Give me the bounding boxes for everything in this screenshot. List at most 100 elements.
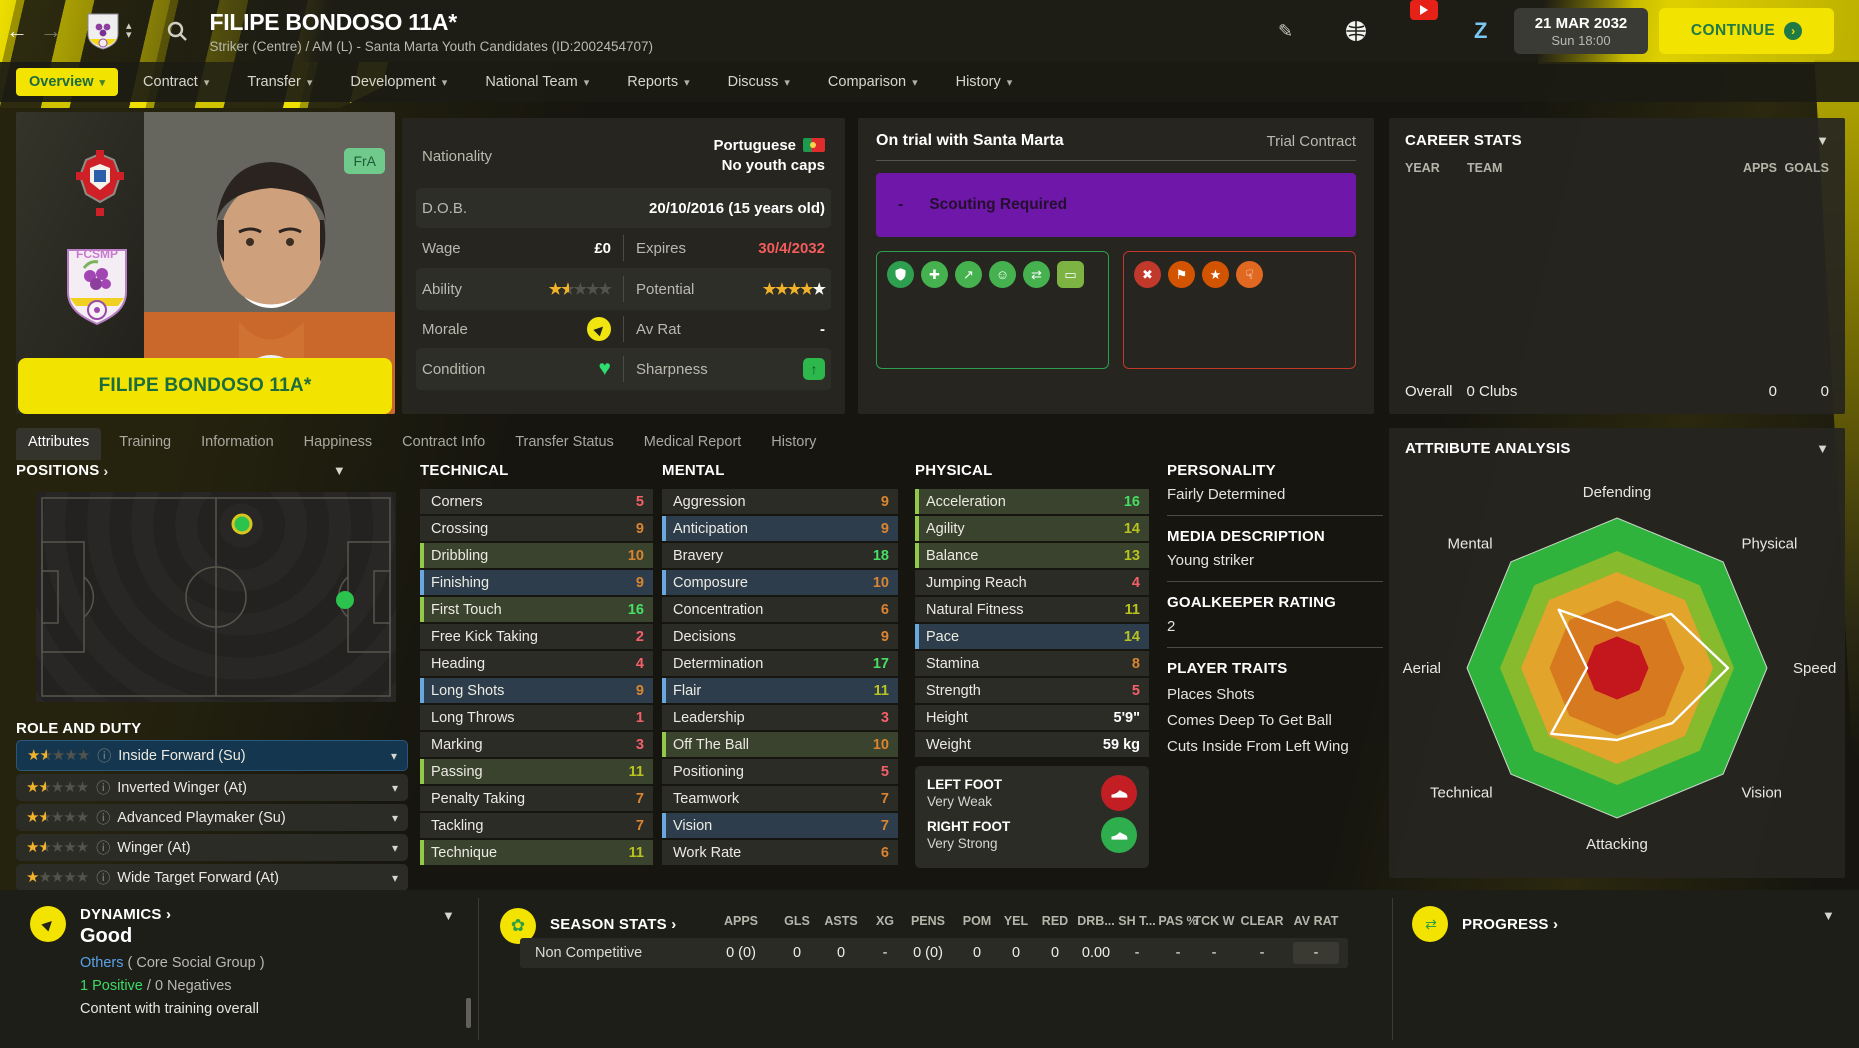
attr-column-title: PHYSICAL bbox=[915, 462, 993, 479]
attribute-row: Marking 3 bbox=[420, 732, 653, 757]
attribute-name: Long Shots bbox=[431, 682, 505, 699]
info-icon[interactable]: ⓘ bbox=[96, 809, 111, 826]
player-stepper[interactable]: ▴ ▾ bbox=[126, 20, 132, 41]
star-icon: ★ bbox=[38, 869, 52, 886]
attribute-name: Jumping Reach bbox=[926, 574, 1027, 591]
search-icon[interactable] bbox=[166, 20, 188, 42]
profile-column: PERSONALITY Fairly Determined MEDIA DESC… bbox=[1167, 462, 1383, 764]
role-row[interactable]: ★★★★★ ⓘ Wide Target Forward (At) ▾ bbox=[16, 864, 408, 891]
attribute-radar-chart: Defending Physical Speed Vision Attacking Tec… bbox=[1403, 484, 1837, 853]
world-icon[interactable] bbox=[1344, 0, 1368, 62]
info-icon[interactable]: ⓘ bbox=[96, 839, 111, 856]
scouting-required-banner[interactable]: - Scouting Required bbox=[876, 173, 1356, 237]
left-foot-boot-icon bbox=[1101, 775, 1137, 811]
continue-label: CONTINUE bbox=[1690, 22, 1776, 39]
season-value: 0.00 bbox=[1081, 945, 1111, 961]
sub-tab-training[interactable]: Training bbox=[119, 434, 172, 450]
season-col-clear: CLEAR bbox=[1240, 914, 1284, 928]
col-year: YEAR bbox=[1405, 161, 1440, 175]
club-badge-icon[interactable] bbox=[86, 12, 120, 50]
role-row[interactable]: ★★ ★ ★★★ ⓘ Inverted Winger (At) ▾ bbox=[16, 774, 408, 801]
game-date[interactable]: 21 MAR 2032 Sun 18:00 bbox=[1514, 8, 1648, 54]
chevron-down-icon[interactable]: ▼ bbox=[332, 463, 346, 478]
sub-tab-happiness[interactable]: Happiness bbox=[303, 434, 373, 450]
sub-tab-information[interactable]: Information bbox=[201, 434, 274, 450]
attribute-name: Free Kick Taking bbox=[431, 628, 538, 645]
season-stats-title[interactable]: SEASON STATS › bbox=[550, 916, 677, 933]
attribute-value: 16 bbox=[1123, 493, 1140, 510]
attribute-value: 14 bbox=[1123, 628, 1140, 645]
positions-header[interactable]: POSITIONS › ▼ bbox=[16, 462, 346, 479]
player-name-text: FILIPE BONDOSO 11A* bbox=[98, 375, 312, 396]
attribute-name: Teamwork bbox=[673, 790, 740, 807]
chevron-down-icon[interactable]: ▾ bbox=[391, 810, 398, 825]
info-icon[interactable]: ⓘ bbox=[96, 779, 111, 796]
sub-tab-contract-info[interactable]: Contract Info bbox=[402, 434, 486, 450]
career-overall-row: Overall 0 Clubs 0 0 bbox=[1405, 383, 1829, 400]
sub-tab-transfer-status[interactable]: Transfer Status bbox=[515, 434, 614, 450]
average-rating-label: Av Rat bbox=[636, 320, 681, 338]
role-row[interactable]: ★★ ★ ★★★ ⓘ Winger (At) ▾ bbox=[16, 834, 408, 861]
dynamics-title[interactable]: DYNAMICS › bbox=[80, 906, 172, 923]
nationality-label: Nationality bbox=[422, 147, 493, 165]
social-group-link[interactable]: Others bbox=[80, 955, 124, 971]
attribute-value: 3 bbox=[635, 736, 644, 753]
role-duty-list: ★★ ★ ★★★ ⓘ Inside Forward (Su) ▾ ★★ ★ ★★★ ⓘ Invert… bbox=[16, 740, 408, 894]
role-row[interactable]: ★★ ★ ★★★ ⓘ Advanced Playmaker (Su) ▾ bbox=[16, 804, 408, 831]
nav-tab-transfer[interactable]: Transfer ▾ bbox=[234, 68, 325, 96]
chevron-down-icon[interactable]: ▼ bbox=[1816, 441, 1829, 456]
star-icon: ★ bbox=[63, 839, 77, 856]
chevron-down-icon[interactable]: ▾ bbox=[391, 840, 398, 855]
dob-label: D.O.B. bbox=[422, 199, 468, 217]
scrollbar-thumb[interactable] bbox=[466, 998, 471, 1028]
chevron-down-icon[interactable]: ▾ bbox=[391, 870, 398, 885]
role-label: Wide Target Forward (At) bbox=[117, 869, 279, 886]
star-icon: ★ ★ bbox=[38, 809, 52, 826]
role-row[interactable]: ★★ ★ ★★★ ⓘ Inside Forward (Su) ▾ bbox=[16, 740, 408, 771]
season-stats-header-row: APPS GLS ASTS XG PENS POM YEL RED DRB... SH T... P… bbox=[0, 914, 1859, 930]
info-icon[interactable]: ⓘ bbox=[97, 747, 112, 764]
youtube-icon[interactable] bbox=[1410, 0, 1438, 20]
position-dot-selected bbox=[231, 513, 253, 535]
chevron-down-icon[interactable]: ▼ bbox=[1816, 133, 1829, 148]
edit-icon[interactable]: ✎ bbox=[1278, 20, 1294, 41]
sub-tab-attributes[interactable]: Attributes bbox=[16, 428, 102, 460]
divider bbox=[876, 160, 1356, 161]
nav-tab-comparison[interactable]: Comparison ▾ bbox=[815, 68, 931, 96]
star-icon: ★ bbox=[775, 281, 789, 298]
nav-tab-contract[interactable]: Contract ▾ bbox=[130, 68, 222, 96]
chevron-down-icon[interactable]: ▼ bbox=[1822, 908, 1835, 923]
attribute-value: 2 bbox=[635, 628, 644, 645]
youth-caps-text: No youth caps bbox=[721, 157, 825, 174]
radar-axis-label: Aerial bbox=[1403, 660, 1441, 677]
nav-tab-discuss[interactable]: Discuss ▾ bbox=[715, 68, 803, 96]
attribute-name: Vision bbox=[673, 817, 713, 834]
back-icon[interactable]: ← bbox=[6, 18, 28, 43]
nav-tab-national-team[interactable]: National Team ▾ bbox=[472, 68, 602, 96]
chevron-down-icon: ▾ bbox=[99, 76, 106, 89]
divider bbox=[623, 235, 624, 261]
half-star-icon: ★ bbox=[38, 809, 46, 826]
wage-value: £0 bbox=[594, 239, 611, 257]
sub-tab-medical-report[interactable]: Medical Report bbox=[643, 434, 742, 450]
star-icon: ★ bbox=[50, 809, 65, 826]
nav-tab-development[interactable]: Development ▾ bbox=[337, 68, 460, 96]
info-icon[interactable]: ⓘ bbox=[96, 869, 111, 886]
dob-value: 20/10/2016 (15 years old) bbox=[649, 199, 825, 217]
attribute-name: Height bbox=[926, 709, 968, 726]
tab-label: Discuss bbox=[727, 74, 779, 90]
forward-icon[interactable]: → bbox=[40, 18, 62, 43]
zed-icon[interactable]: Z bbox=[1474, 18, 1488, 43]
chevron-down-icon[interactable]: ▾ bbox=[390, 748, 397, 763]
continue-button[interactable]: CONTINUE › bbox=[1659, 8, 1834, 54]
chevron-down-icon[interactable]: ▾ bbox=[391, 780, 398, 795]
chevron-down-icon[interactable]: ▼ bbox=[442, 908, 455, 923]
attribute-row: Weight 59 kg bbox=[915, 732, 1149, 757]
attribute-value: 10 bbox=[872, 574, 889, 591]
nav-tab-history[interactable]: History ▾ bbox=[943, 68, 1026, 96]
nav-tab-reports[interactable]: Reports ▾ bbox=[614, 68, 702, 96]
progress-title[interactable]: PROGRESS › bbox=[1462, 916, 1559, 933]
nav-tab-overview[interactable]: Overview ▾ bbox=[16, 68, 119, 96]
sub-tab-history[interactable]: History bbox=[771, 434, 817, 450]
radar-band bbox=[1585, 636, 1649, 700]
